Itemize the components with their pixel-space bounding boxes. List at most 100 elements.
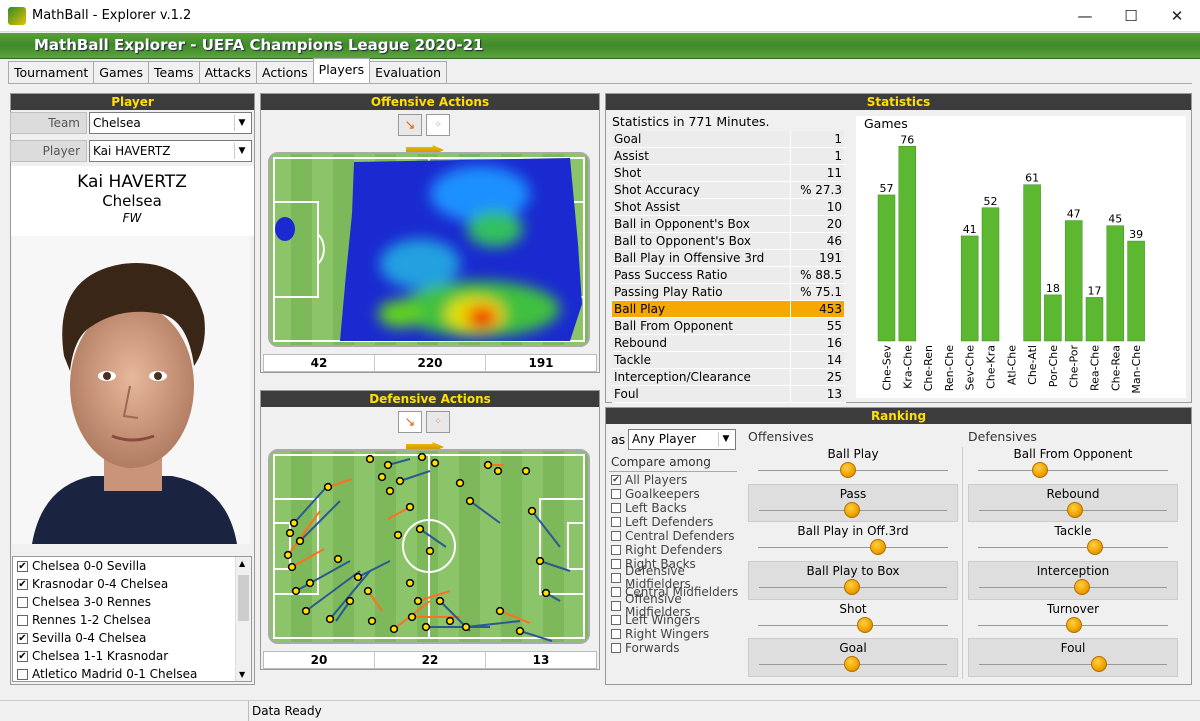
game-list-item[interactable]: ✔ Krasnodar 0-4 Chelsea: [13, 575, 235, 593]
def-points-view-button[interactable]: ⁘: [426, 411, 450, 433]
games-list-scrollbar[interactable]: ▲ ▼: [235, 557, 251, 681]
game-list-item[interactable]: Atletico Madrid 0-1 Chelsea: [13, 665, 235, 683]
ranking-knob-icon[interactable]: [844, 656, 860, 673]
role-item[interactable]: Goalkeepers: [611, 487, 741, 501]
checkbox-icon[interactable]: [611, 601, 621, 611]
stat-value: 14: [790, 352, 844, 368]
role-item[interactable]: Right Backs: [611, 557, 741, 571]
tab-tournament[interactable]: Tournament: [8, 61, 95, 83]
stat-row[interactable]: Foul 13: [612, 386, 846, 403]
checkbox-icon[interactable]: [17, 614, 28, 626]
role-item[interactable]: Left Backs: [611, 501, 741, 515]
ranking-knob-icon[interactable]: [1067, 501, 1084, 518]
stat-row[interactable]: Ball Play 453: [612, 301, 846, 318]
stat-row[interactable]: Goal 1: [612, 131, 846, 148]
ranking-knob-icon[interactable]: [844, 579, 860, 596]
tab-players[interactable]: Players: [312, 58, 371, 83]
checkbox-icon[interactable]: ✔: [17, 578, 28, 590]
tab-teams[interactable]: Teams: [148, 61, 200, 83]
stat-row[interactable]: Ball to Opponent's Box 46: [612, 233, 846, 250]
ranking-knob-icon[interactable]: [844, 501, 860, 518]
stat-label: Shot Assist: [612, 199, 790, 215]
ranking-knob-icon[interactable]: [1032, 462, 1049, 478]
checkbox-icon[interactable]: [611, 587, 621, 597]
game-list-item[interactable]: ✔ Chelsea 0-0 Sevilla: [13, 557, 235, 575]
stat-row[interactable]: Shot 11: [612, 165, 846, 182]
ranking-knob-icon[interactable]: [839, 462, 856, 478]
role-item[interactable]: Central Midfielders: [611, 585, 741, 599]
stat-value: % 27.3: [790, 182, 844, 198]
tab-actions[interactable]: Actions: [256, 61, 314, 83]
checkbox-icon[interactable]: ✔: [17, 650, 28, 662]
checkbox-icon[interactable]: [611, 643, 621, 653]
game-list-item[interactable]: Rennes 1-2 Chelsea: [13, 611, 235, 629]
role-item[interactable]: Right Wingers: [611, 627, 741, 641]
stat-row[interactable]: Assist 1: [612, 148, 846, 165]
checkbox-icon[interactable]: [611, 545, 621, 555]
checkbox-icon[interactable]: [611, 531, 621, 541]
checkbox-icon[interactable]: ✔: [611, 475, 621, 485]
checkbox-icon[interactable]: [611, 559, 621, 569]
role-item[interactable]: Right Defenders: [611, 543, 741, 557]
stat-row[interactable]: Interception/Clearance 25: [612, 369, 846, 386]
stat-row[interactable]: Ball in Opponent's Box 20: [612, 216, 846, 233]
role-item[interactable]: Defensive Midfielders: [611, 565, 741, 591]
ranking-knob-icon[interactable]: [1086, 539, 1103, 556]
role-item[interactable]: Forwards: [611, 641, 741, 655]
stat-row[interactable]: Tackle 14: [612, 352, 846, 369]
game-list-item[interactable]: ✔ Sevilla 0-4 Chelsea: [13, 629, 235, 647]
stat-row[interactable]: Pass Success Ratio% 88.5: [612, 267, 846, 284]
checkbox-icon[interactable]: [611, 573, 621, 583]
player-select[interactable]: Kai HAVERTZ ▼: [89, 140, 252, 162]
tab-attacks[interactable]: Attacks: [198, 61, 257, 83]
ranking-label: Ball Play to Box: [806, 564, 900, 579]
checkbox-icon[interactable]: [611, 615, 621, 625]
checkbox-icon[interactable]: [17, 596, 28, 608]
stat-row[interactable]: Passing Play Ratio% 75.1: [612, 284, 846, 301]
stat-row[interactable]: Rebound 16: [612, 335, 846, 352]
ranking-knob-icon[interactable]: [1066, 616, 1083, 633]
points-view-button[interactable]: ⁘: [426, 114, 450, 136]
stat-row[interactable]: Ball From Opponent 55: [612, 318, 846, 335]
role-item[interactable]: Central Defenders: [611, 529, 741, 543]
ranking-as-select[interactable]: Any Player ▼: [628, 429, 736, 450]
stat-label: Shot Accuracy: [612, 182, 790, 198]
checkbox-icon[interactable]: ✔: [17, 632, 28, 644]
stat-value: % 88.5: [790, 267, 844, 283]
stat-row[interactable]: Shot Accuracy% 27.3: [612, 182, 846, 199]
tab-evaluation[interactable]: Evaluation: [369, 61, 448, 83]
maximize-button[interactable]: ☐: [1124, 7, 1138, 25]
player-select-value: Kai HAVERTZ: [93, 144, 171, 158]
defensive-rankings: Ball From Opponent Rebound Tackle Interc…: [968, 445, 1178, 678]
ranking-knob-icon[interactable]: [856, 616, 873, 633]
defensive-actions-header: Defensive Actions: [261, 391, 599, 407]
checkbox-icon[interactable]: ✔: [17, 560, 28, 572]
tab-games[interactable]: Games: [93, 61, 150, 83]
checkbox-icon[interactable]: [611, 517, 621, 527]
stat-row[interactable]: Shot Assist 10: [612, 199, 846, 216]
ranking-label: Ball From Opponent: [1013, 447, 1133, 461]
game-list-item[interactable]: Chelsea 3-0 Rennes: [13, 593, 235, 611]
checkbox-icon[interactable]: [611, 503, 621, 513]
close-button[interactable]: ✕: [1170, 7, 1184, 25]
role-item[interactable]: Left Defenders: [611, 515, 741, 529]
ranking-item: Shot: [748, 600, 958, 639]
defensive-action-point: [385, 486, 395, 496]
checkbox-icon[interactable]: [17, 668, 28, 680]
role-item[interactable]: Offensive Midfielders: [611, 593, 741, 619]
ranking-knob-icon[interactable]: [1074, 579, 1091, 596]
arrows-view-button[interactable]: ↘: [398, 114, 422, 136]
role-item[interactable]: Left Wingers: [611, 613, 741, 627]
ranking-knob-icon[interactable]: [1091, 656, 1108, 673]
ranking-track: [979, 664, 1167, 666]
game-list-item[interactable]: ✔ Chelsea 1-1 Krasnodar: [13, 647, 235, 665]
team-select[interactable]: Chelsea ▼: [89, 112, 252, 134]
ranking-knob-icon[interactable]: [870, 539, 887, 556]
role-item[interactable]: ✔ All Players: [611, 473, 741, 487]
games-category-label: Rea-Che: [1089, 345, 1102, 391]
minimize-button[interactable]: —: [1077, 7, 1093, 25]
stat-row[interactable]: Ball Play in Offensive 3rd 191: [612, 250, 846, 267]
def-arrows-view-button[interactable]: ↘: [398, 411, 422, 433]
checkbox-icon[interactable]: [611, 489, 621, 499]
checkbox-icon[interactable]: [611, 629, 621, 639]
